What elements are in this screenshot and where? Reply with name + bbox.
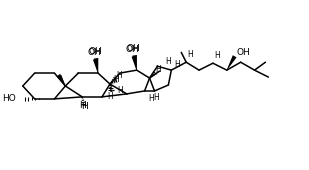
Text: H: H: [166, 57, 171, 66]
Text: H: H: [79, 101, 86, 110]
Text: H: H: [81, 102, 87, 111]
Text: OH: OH: [127, 44, 141, 53]
Text: H: H: [156, 65, 161, 74]
Polygon shape: [132, 56, 137, 70]
Text: OH: OH: [88, 47, 102, 56]
Polygon shape: [133, 55, 137, 70]
Polygon shape: [93, 59, 98, 73]
Text: H: H: [117, 86, 123, 95]
Text: OH: OH: [87, 48, 101, 57]
Text: OH: OH: [237, 48, 251, 57]
Polygon shape: [57, 75, 66, 86]
Polygon shape: [57, 74, 66, 86]
Text: OH: OH: [126, 45, 140, 54]
Text: H: H: [214, 51, 220, 60]
Text: H: H: [149, 94, 154, 103]
Polygon shape: [94, 58, 98, 73]
Text: H: H: [107, 92, 113, 101]
Text: H: H: [113, 75, 119, 84]
Text: HO: HO: [2, 94, 16, 103]
Text: H: H: [154, 93, 159, 102]
Text: H: H: [187, 50, 193, 59]
Text: H: H: [174, 60, 180, 69]
Polygon shape: [226, 55, 237, 70]
Text: H: H: [116, 71, 122, 80]
